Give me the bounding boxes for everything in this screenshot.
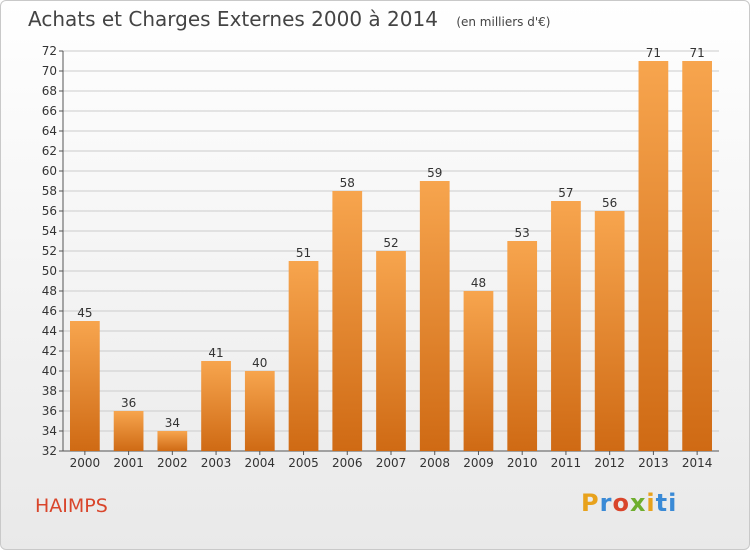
x-tick-label: 2007 <box>376 456 407 470</box>
y-tick-label: 58 <box>42 184 57 198</box>
chart-title-text: Achats et Charges Externes 2000 à 2014 <box>28 7 438 31</box>
x-tick-label: 2008 <box>419 456 450 470</box>
bar <box>638 61 669 451</box>
y-tick-label: 72 <box>42 44 57 58</box>
y-tick-label: 48 <box>42 284 57 298</box>
data-label: 71 <box>689 46 704 60</box>
bar <box>594 211 625 451</box>
data-label: 57 <box>558 186 573 200</box>
y-tick-label: 64 <box>42 124 57 138</box>
x-tick-label: 2013 <box>638 456 669 470</box>
logo-letter: o <box>612 489 630 517</box>
x-tick-label: 2009 <box>463 456 494 470</box>
x-tick-label: 2000 <box>70 456 101 470</box>
bar <box>69 321 100 451</box>
data-label: 51 <box>296 246 311 260</box>
x-tick-label: 2004 <box>245 456 276 470</box>
bar <box>419 181 450 451</box>
data-label: 52 <box>383 236 398 250</box>
logo-letter: i <box>646 489 656 517</box>
bar <box>113 411 144 451</box>
x-tick-label: 2003 <box>201 456 232 470</box>
bar <box>682 61 713 451</box>
data-label: 56 <box>602 196 617 210</box>
x-tick-label: 2001 <box>113 456 144 470</box>
logo-letter: ti <box>655 489 678 517</box>
y-tick-label: 50 <box>42 264 57 278</box>
y-tick-label: 46 <box>42 304 57 318</box>
data-label: 48 <box>471 276 486 290</box>
y-tick-label: 60 <box>42 164 57 178</box>
bar <box>551 201 581 451</box>
y-tick-label: 36 <box>42 404 57 418</box>
bar <box>157 431 188 451</box>
bar <box>463 291 494 451</box>
bar <box>244 371 275 451</box>
logo-letter: P <box>581 489 600 517</box>
bar <box>201 361 231 451</box>
bar <box>288 261 319 451</box>
y-tick-label: 56 <box>42 204 57 218</box>
commune-name: HAIMPS <box>35 495 108 517</box>
data-label: 40 <box>252 356 267 370</box>
y-tick-label: 32 <box>42 444 57 458</box>
data-label: 53 <box>515 226 530 240</box>
bar <box>332 191 363 451</box>
x-tick-label: 2014 <box>682 456 713 470</box>
data-label: 36 <box>121 396 136 410</box>
y-tick-label: 54 <box>42 224 57 238</box>
logo-letter: r <box>599 489 613 517</box>
y-tick-label: 40 <box>42 364 57 378</box>
x-tick-label: 2002 <box>157 456 188 470</box>
y-tick-label: 44 <box>42 324 57 338</box>
x-tick-label: 2010 <box>507 456 538 470</box>
x-tick-label: 2005 <box>288 456 319 470</box>
y-tick-label: 66 <box>42 104 57 118</box>
chart-title: Achats et Charges Externes 2000 à 2014 (… <box>28 7 550 31</box>
data-label: 71 <box>646 46 661 60</box>
data-label: 34 <box>165 416 180 430</box>
y-tick-label: 62 <box>42 144 57 158</box>
x-tick-label: 2006 <box>332 456 363 470</box>
y-tick-label: 38 <box>42 384 57 398</box>
data-label: 59 <box>427 166 442 180</box>
logo-letter: x <box>629 489 647 517</box>
y-tick-label: 68 <box>42 84 57 98</box>
bar <box>507 241 538 451</box>
data-label: 58 <box>340 176 355 190</box>
y-tick-label: 42 <box>42 344 57 358</box>
bar <box>376 251 406 451</box>
y-tick-label: 70 <box>42 64 57 78</box>
data-label: 45 <box>77 306 92 320</box>
x-tick-label: 2011 <box>551 456 582 470</box>
proxiti-logo: Proxiti <box>581 489 677 517</box>
y-tick-label: 34 <box>42 424 57 438</box>
x-tick-label: 2012 <box>594 456 625 470</box>
data-label: 41 <box>208 346 223 360</box>
chart-subtitle: (en milliers d'€) <box>456 15 551 29</box>
y-tick-label: 52 <box>42 244 57 258</box>
